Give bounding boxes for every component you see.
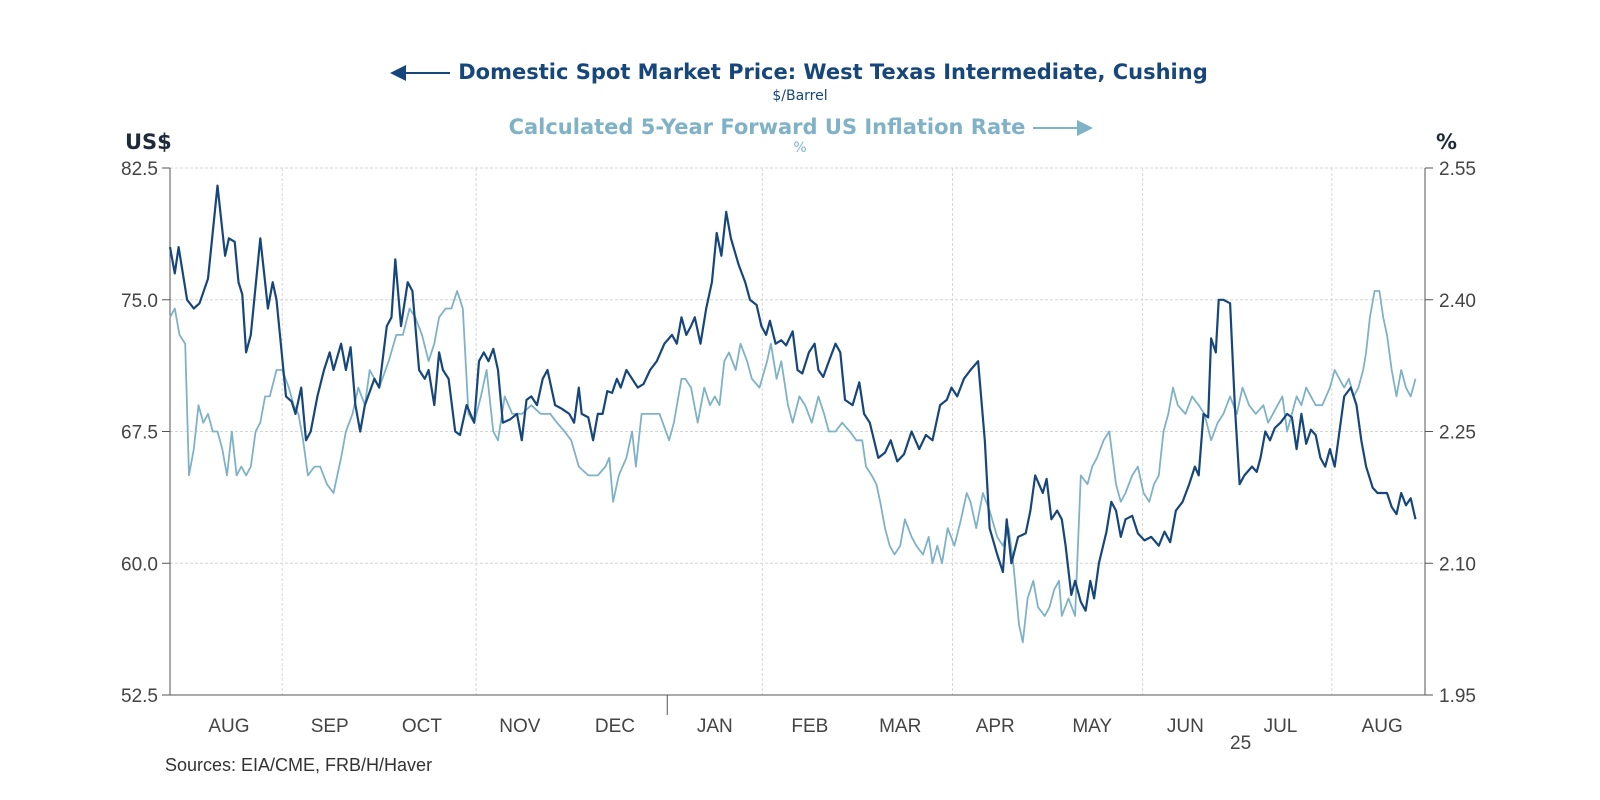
x-tick-label: FEB: [791, 716, 828, 737]
right-tick-label: 2.10: [1439, 554, 1476, 575]
left-tick-label: 75.0: [121, 291, 158, 312]
left-tick-label: 52.5: [121, 686, 158, 707]
x-tick-label: OCT: [402, 716, 443, 737]
legend-inflation-unit: %: [793, 140, 807, 156]
x-tick-label: MAY: [1072, 716, 1112, 737]
right-tick-label: 2.25: [1439, 423, 1476, 444]
x-tick-label: JUN: [1167, 716, 1204, 737]
legend-inflation: Calculated 5-Year Forward US Inflation R…: [0, 115, 1600, 139]
x-tick-label: JAN: [697, 716, 733, 737]
legend-inflation-label: Calculated 5-Year Forward US Inflation R…: [508, 115, 1026, 139]
left-tick-label: 82.5: [121, 159, 158, 180]
left-axis-title: US$: [125, 130, 172, 154]
right-tick-label: 2.55: [1439, 159, 1476, 180]
source-note: Sources: EIA/CME, FRB/H/Haver: [165, 755, 433, 775]
x-tick-label: AUG: [208, 716, 249, 737]
left-tick-label: 60.0: [121, 554, 158, 575]
x-tick-label: APR: [976, 716, 1015, 737]
x-tick-label: NOV: [499, 716, 541, 737]
year-label: 25: [1230, 733, 1252, 754]
legend-wti-unit: $/Barrel: [772, 88, 828, 104]
right-tick-label: 1.95: [1439, 686, 1476, 707]
x-tick-label: SEP: [311, 716, 349, 737]
right-axis-title: %: [1436, 130, 1458, 154]
right-arrow-icon: [1033, 120, 1094, 136]
left-tick-label: 67.5: [121, 423, 158, 444]
x-tick-label: DEC: [595, 716, 635, 737]
inflation-rate-line: [169, 290, 1417, 644]
x-tick-label: JUL: [1264, 716, 1298, 737]
legend-wti-label: Domestic Spot Market Price: West Texas I…: [458, 60, 1208, 84]
left-arrow-icon: [390, 65, 451, 81]
legend-wti: Domestic Spot Market Price: West Texas I…: [0, 60, 1600, 84]
right-tick-label: 2.40: [1439, 291, 1476, 312]
x-tick-label: MAR: [879, 716, 921, 737]
wti-price-line: [168, 184, 1417, 612]
x-tick-label: AUG: [1362, 716, 1403, 737]
